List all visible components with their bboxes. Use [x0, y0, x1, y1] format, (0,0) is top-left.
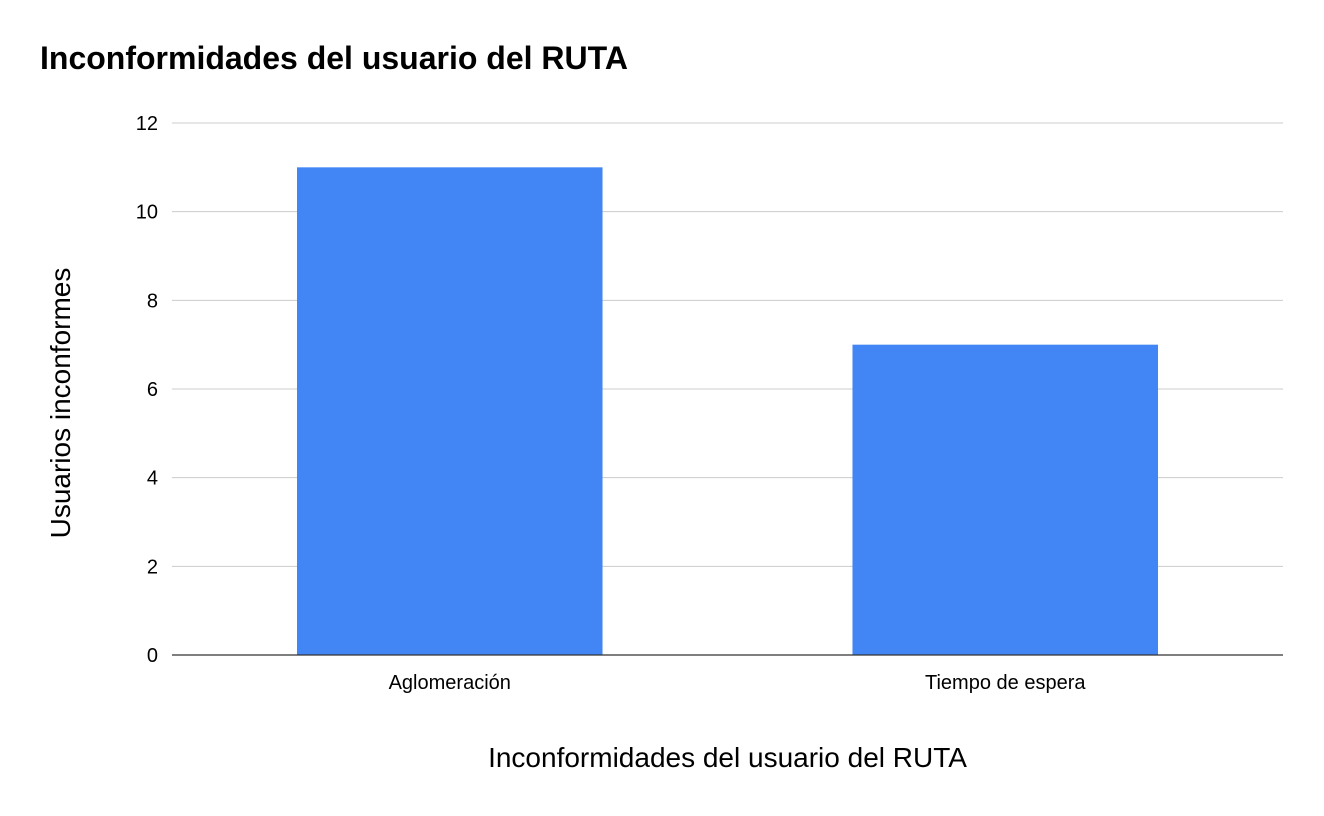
bar-0	[296, 167, 603, 656]
y-tick-label: 6	[147, 379, 158, 401]
x-tick-label: Aglomeración	[389, 672, 511, 694]
y-tick-label: 0	[147, 645, 158, 667]
x-tick-label: Tiempo de espera	[925, 672, 1086, 694]
x-tick-labels: Aglomeración Tiempo de espera	[389, 672, 1087, 694]
y-tick-labels: 0 2 4 6 8 10 12	[136, 113, 158, 667]
y-axis-title: Usuarios inconformes	[45, 268, 76, 539]
bar-1	[852, 344, 1159, 655]
y-tick-label: 8	[147, 290, 158, 312]
bars	[296, 167, 1159, 656]
y-tick-label: 2	[147, 556, 158, 578]
x-axis-title: Inconformidades del usuario del RUTA	[488, 742, 967, 773]
y-tick-label: 12	[136, 113, 158, 135]
chart-title: Inconformidades del usuario del RUTA	[40, 40, 628, 76]
y-tick-label: 4	[147, 468, 158, 490]
y-tick-label: 10	[136, 202, 158, 224]
